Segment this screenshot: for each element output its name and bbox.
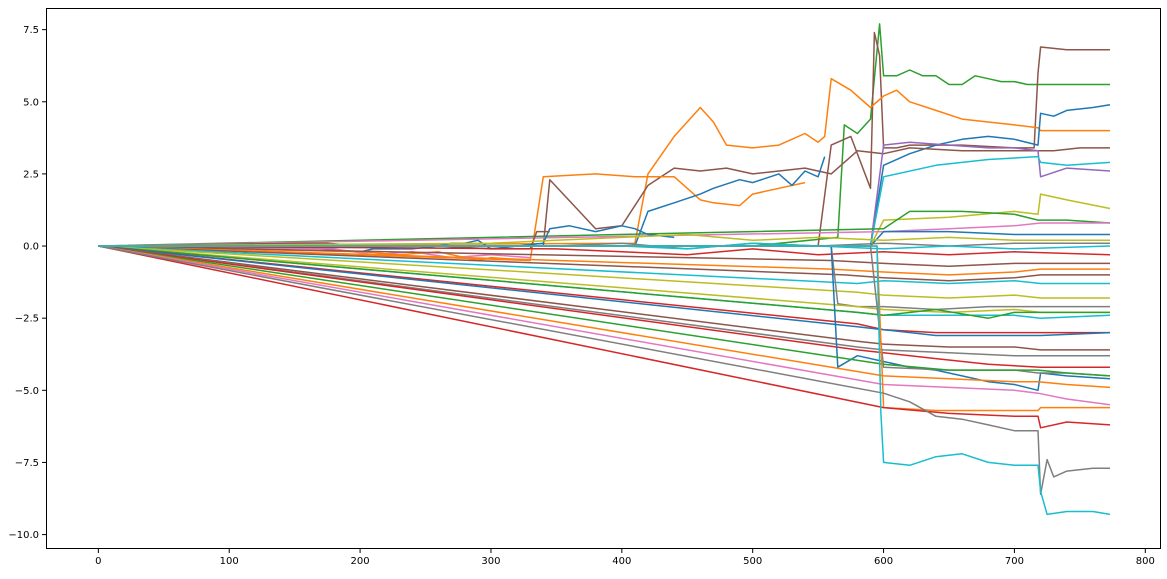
series-line-9 [98, 156, 826, 247]
series-line-18 [98, 233, 1110, 247]
series-line-5 [98, 147, 1110, 247]
y-tick-label: 5.0 [23, 97, 39, 108]
series-line-34 [98, 245, 1110, 357]
x-tick-label: 200 [351, 556, 370, 567]
series-line-6 [98, 141, 1111, 247]
y-tick-label: 0.0 [23, 242, 39, 253]
x-tick-label: 700 [1005, 556, 1024, 567]
series-line-2 [98, 31, 1110, 247]
x-tick-label: 600 [874, 556, 893, 567]
series-line-44 [98, 245, 1111, 516]
series-line-36 [98, 245, 1111, 392]
y-tick-label: −5.0 [15, 386, 39, 397]
series-line-12 [98, 222, 1110, 247]
series-line-27 [98, 245, 1110, 311]
series-line-38 [98, 245, 1111, 377]
series-line-3 [98, 77, 1110, 247]
series-line-26 [98, 245, 1110, 299]
y-axis: −10.0 −7.5 −5.0 −2.5 0.0 2.5 5.0 7.5 [8, 25, 46, 541]
series-line-19 [98, 245, 1111, 256]
y-tick-label: 7.5 [23, 25, 39, 36]
x-axis: 0 100 200 300 400 500 600 700 800 [95, 549, 1155, 567]
y-tick-label: −10.0 [8, 530, 39, 541]
x-tick-label: 800 [1136, 556, 1155, 567]
series-line-4 [98, 103, 1111, 247]
plot-area-frame [46, 8, 1161, 549]
series-line-11 [98, 210, 1111, 247]
y-tick-label: −7.5 [15, 458, 39, 469]
series-line-22 [98, 245, 1110, 267]
series-line-42 [98, 245, 1111, 429]
x-tick-label: 0 [95, 556, 101, 567]
series-layer [98, 23, 1111, 516]
series-line-7 [98, 155, 1111, 247]
series-line-32 [98, 245, 1111, 337]
series-line-33 [98, 245, 1110, 351]
x-tick-label: 400 [612, 556, 631, 567]
y-tick-label: −2.5 [15, 314, 39, 325]
series-line-39 [98, 245, 1111, 389]
series-line-1 [98, 23, 1110, 247]
x-tick-label: 100 [220, 556, 239, 567]
series-line-10 [98, 193, 1111, 247]
series-line-25 [98, 245, 1110, 285]
series-line-35 [98, 245, 1110, 368]
series-line-30 [98, 245, 1110, 319]
series-line-31 [98, 245, 1110, 334]
series-line-24 [98, 245, 1110, 282]
series-line-8 [98, 173, 806, 262]
series-line-40 [98, 245, 1111, 406]
y-tick-label: 2.5 [23, 169, 39, 180]
series-line-43 [98, 245, 1110, 495]
x-tick-label: 500 [743, 556, 762, 567]
x-tick-label: 300 [481, 556, 500, 567]
series-line-29 [98, 245, 1111, 319]
series-line-23 [98, 245, 1110, 276]
